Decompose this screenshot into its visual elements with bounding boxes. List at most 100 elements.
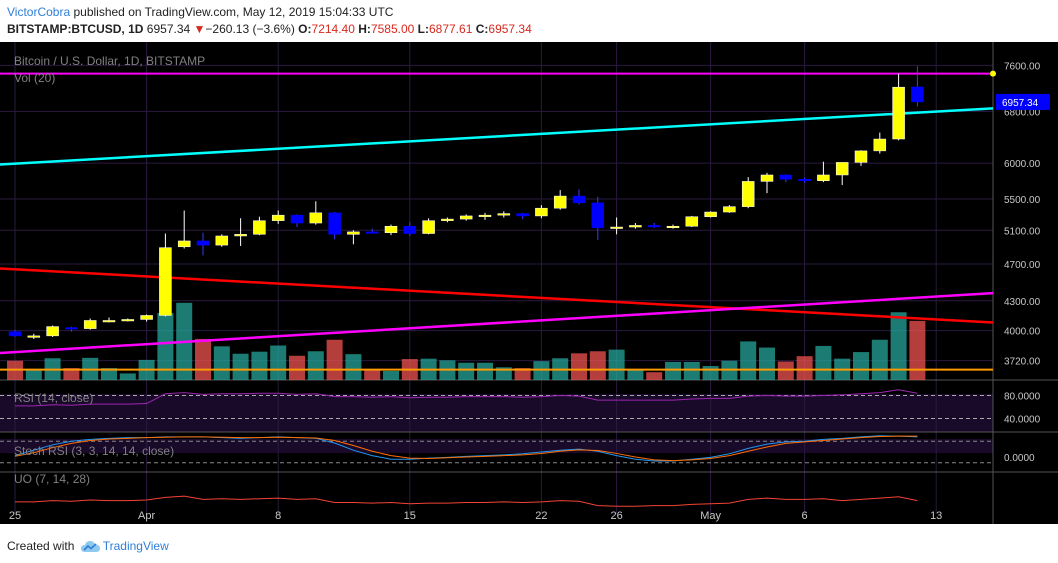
tradingview-cloud-icon	[80, 541, 100, 553]
candle-body	[177, 240, 191, 248]
date-tick-label: 22	[535, 510, 547, 522]
volume-bar	[665, 361, 681, 380]
candle-body	[629, 225, 642, 228]
date-tick-label: Apr	[138, 510, 155, 522]
candle-body	[647, 225, 661, 228]
created-text: Created with	[7, 539, 75, 553]
volume-bar	[627, 370, 644, 380]
candle-body	[798, 179, 811, 182]
trendline-magenta-rising	[0, 291, 994, 355]
rsi-band	[0, 394, 993, 432]
price-tick-label: 4300.00	[1004, 297, 1041, 308]
candle-body	[328, 212, 341, 235]
price-tick-label: 4700.00	[1004, 260, 1041, 271]
last-price-tag	[996, 93, 1050, 110]
volume-bar	[326, 339, 343, 380]
date-tick-label: May	[700, 510, 721, 522]
candle-body	[478, 214, 492, 217]
candle-body	[271, 214, 285, 221]
published-text: published on TradingView.com, May 12, 20…	[73, 5, 394, 19]
rsi-level-label: 80.0000	[1004, 392, 1041, 403]
date-tick-label: 15	[404, 510, 416, 522]
volume-bar	[683, 361, 700, 380]
trendline-layer	[0, 72, 994, 371]
volume-bar	[909, 320, 926, 380]
volume-bar	[383, 370, 399, 380]
uo-label: UO (7, 14, 28)	[14, 472, 90, 486]
volume-bar	[213, 346, 230, 380]
candle-body	[835, 162, 849, 176]
indicator-layer	[0, 389, 993, 507]
candle-body	[779, 174, 793, 180]
candle-body	[553, 195, 567, 209]
uo-value-label: 0.0000	[1004, 453, 1035, 464]
candle-body	[253, 220, 266, 235]
date-tick-label: 6	[802, 510, 808, 522]
volume-bar	[853, 352, 869, 380]
publish-line: VictorCobra published on TradingView.com…	[7, 5, 393, 19]
price-tick-label: 5500.00	[1004, 195, 1041, 206]
volume-bar	[890, 312, 907, 380]
volume-bar	[702, 366, 719, 380]
candle-body	[685, 216, 699, 227]
last-price: 6957.34	[146, 22, 191, 36]
candle-body	[384, 225, 398, 233]
volume-bar	[646, 372, 663, 380]
candle-body	[196, 240, 210, 246]
volume-bar	[101, 368, 117, 380]
candle-body	[347, 231, 360, 235]
volume-bar	[458, 362, 475, 380]
volume-bar	[759, 347, 775, 380]
volume-bar	[571, 353, 587, 380]
volume-bar	[815, 345, 832, 380]
candle-body	[459, 215, 473, 220]
candle-body	[854, 150, 868, 163]
candle-body	[760, 174, 774, 182]
date-tick-label: 13	[930, 510, 942, 522]
publish-header: VictorCobra published on TradingView.com…	[0, 0, 1058, 42]
candle-body	[159, 247, 172, 316]
volume-bar	[289, 355, 305, 380]
volume-bar	[514, 368, 531, 380]
rsi-level-label: 40.0000	[1004, 415, 1041, 426]
volume-bar	[251, 351, 268, 380]
change-arrow-icon: ▼	[193, 22, 206, 36]
open-value: 7214.40	[311, 22, 355, 36]
stoch-d-line	[14, 435, 918, 462]
volume-bar	[345, 354, 362, 380]
candle-body	[704, 211, 717, 217]
candle-body	[403, 225, 417, 234]
volume-label: Vol (20)	[14, 71, 55, 85]
volume-bar	[119, 373, 136, 380]
candle-body	[591, 202, 605, 229]
open-label: O:	[298, 22, 312, 36]
date-tick-label: 25	[9, 510, 21, 522]
candle-body	[309, 212, 323, 224]
candle-body	[215, 235, 229, 246]
chart-area[interactable]: 3720.00 4000.00 4300.00 4700.00 5100.00 5500.…	[0, 42, 1058, 524]
candle-body	[666, 225, 680, 228]
candle-body	[27, 335, 41, 338]
axis-layer: 3720.00 4000.00 4300.00 4700.00 5100.00 5500.…	[9, 61, 1050, 522]
candle-body	[102, 320, 116, 323]
volume-bar	[232, 353, 249, 380]
candle-body	[83, 320, 97, 329]
close-label: C:	[475, 22, 489, 36]
volume-bar	[195, 338, 211, 380]
candle-body	[422, 220, 435, 234]
price-chart[interactable]: 3720.00 4000.00 4300.00 4700.00 5100.00 5500.…	[0, 42, 1058, 524]
candle-body	[911, 86, 924, 103]
rsi-line	[15, 389, 918, 407]
high-value: 7585.00	[370, 22, 415, 36]
author-link[interactable]: VictorCobra	[7, 5, 71, 19]
tradingview-link[interactable]: TradingView	[102, 539, 169, 553]
candle-body	[8, 331, 22, 337]
alert-marker-icon	[990, 70, 996, 77]
volume-bar	[477, 362, 493, 380]
volume-bar	[157, 313, 174, 380]
volume-bar	[740, 341, 757, 380]
price-tick-label: 6000.00	[1004, 159, 1041, 170]
candle-body	[723, 206, 736, 213]
candle-body	[46, 326, 59, 337]
candle-body	[441, 218, 454, 221]
